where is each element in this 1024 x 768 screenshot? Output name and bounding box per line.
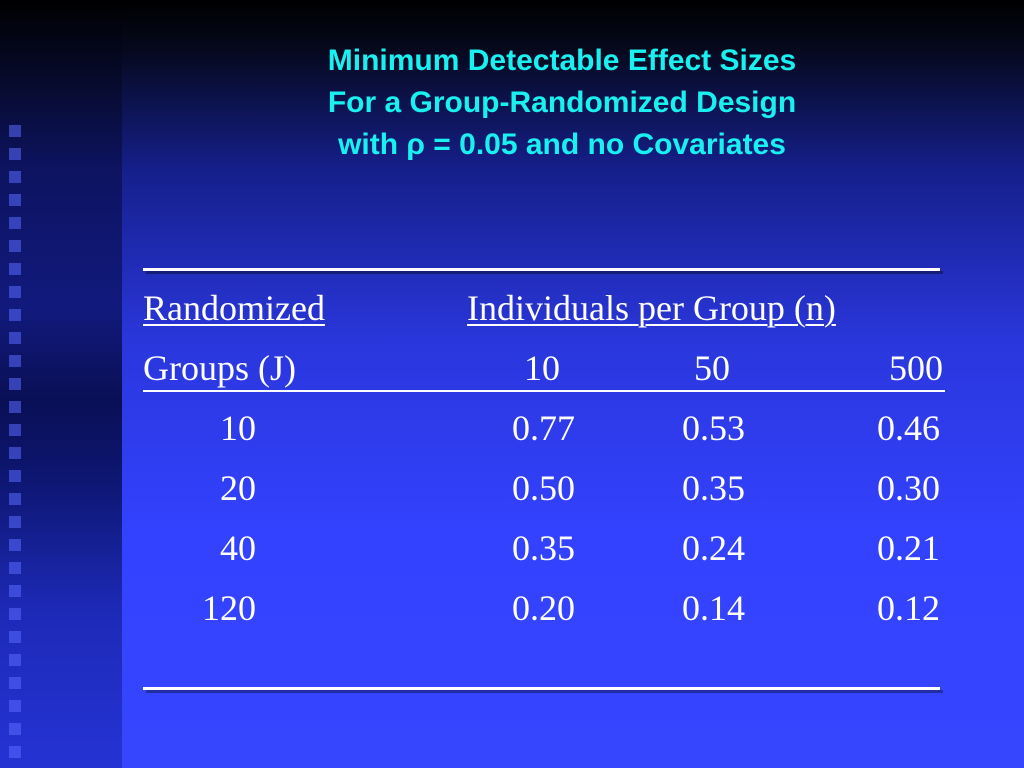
effect-size-cell: 0.20 bbox=[512, 588, 575, 628]
decorative-square bbox=[9, 332, 21, 344]
effect-size-cell: 0.30 bbox=[877, 468, 940, 508]
effect-size-cell: 0.53 bbox=[682, 408, 745, 448]
decorative-square bbox=[9, 125, 21, 137]
row-groups-value: 40 bbox=[220, 528, 256, 568]
decorative-square bbox=[9, 217, 21, 229]
effect-size-cell: 0.14 bbox=[682, 588, 745, 628]
decorative-square bbox=[9, 148, 21, 160]
effect-size-cell: 0.21 bbox=[877, 528, 940, 568]
row-groups-value: 20 bbox=[220, 468, 256, 508]
decorative-square bbox=[9, 447, 21, 459]
decorative-square bbox=[9, 493, 21, 505]
decorative-square bbox=[9, 631, 21, 643]
decorative-square bbox=[9, 585, 21, 597]
decorative-square bbox=[9, 723, 21, 735]
n-header-500: 500 bbox=[889, 348, 943, 388]
decorative-square bbox=[9, 286, 21, 298]
decorative-square bbox=[9, 424, 21, 436]
header-individuals-per-group: Individuals per Group (n) bbox=[467, 288, 836, 328]
decorative-square bbox=[9, 240, 21, 252]
decorative-square bbox=[9, 194, 21, 206]
effect-size-cell: 0.77 bbox=[512, 408, 575, 448]
top-rule-shadow bbox=[146, 271, 943, 274]
effect-size-cell: 0.12 bbox=[877, 588, 940, 628]
decorative-square bbox=[9, 608, 21, 620]
row-groups-value: 10 bbox=[220, 408, 256, 448]
title-line-3: with ρ = 0.05 and no Covariates bbox=[338, 128, 786, 161]
n-header-50: 50 bbox=[694, 348, 730, 388]
top-rule bbox=[143, 268, 940, 271]
subheader-row: Groups (J) bbox=[143, 348, 945, 392]
decorative-square bbox=[9, 309, 21, 321]
decorative-square bbox=[9, 470, 21, 482]
effect-size-cell: 0.24 bbox=[682, 528, 745, 568]
title-line-2: For a Group-Randomized Design bbox=[327, 86, 797, 119]
subheader-underline bbox=[143, 390, 945, 392]
bottom-rule-shadow bbox=[146, 690, 943, 693]
decorative-square bbox=[9, 355, 21, 367]
effect-size-cell: 0.46 bbox=[877, 408, 940, 448]
decorative-square bbox=[9, 746, 21, 758]
bottom-rule bbox=[143, 687, 940, 690]
decorative-square bbox=[9, 378, 21, 390]
decorative-square bbox=[9, 516, 21, 528]
decorative-square bbox=[9, 539, 21, 551]
effect-size-cell: 0.35 bbox=[682, 468, 745, 508]
slide-title: Minimum Detectable Effect Sizes For a Gr… bbox=[122, 40, 1002, 166]
decorative-square bbox=[9, 263, 21, 275]
decorative-square bbox=[9, 700, 21, 712]
decorative-square bbox=[9, 171, 21, 183]
effect-size-cell: 0.35 bbox=[512, 528, 575, 568]
decorative-square bbox=[9, 401, 21, 413]
effect-size-cell: 0.50 bbox=[512, 468, 575, 508]
decorative-square bbox=[9, 654, 21, 666]
n-header-10: 10 bbox=[524, 348, 560, 388]
header-randomized: Randomized bbox=[143, 288, 325, 328]
row-groups-value: 120 bbox=[202, 588, 256, 628]
decorative-square bbox=[9, 677, 21, 689]
header-groups: Groups (J) bbox=[143, 348, 296, 388]
decorative-square bbox=[9, 562, 21, 574]
title-line-1: Minimum Detectable Effect Sizes bbox=[327, 44, 797, 77]
